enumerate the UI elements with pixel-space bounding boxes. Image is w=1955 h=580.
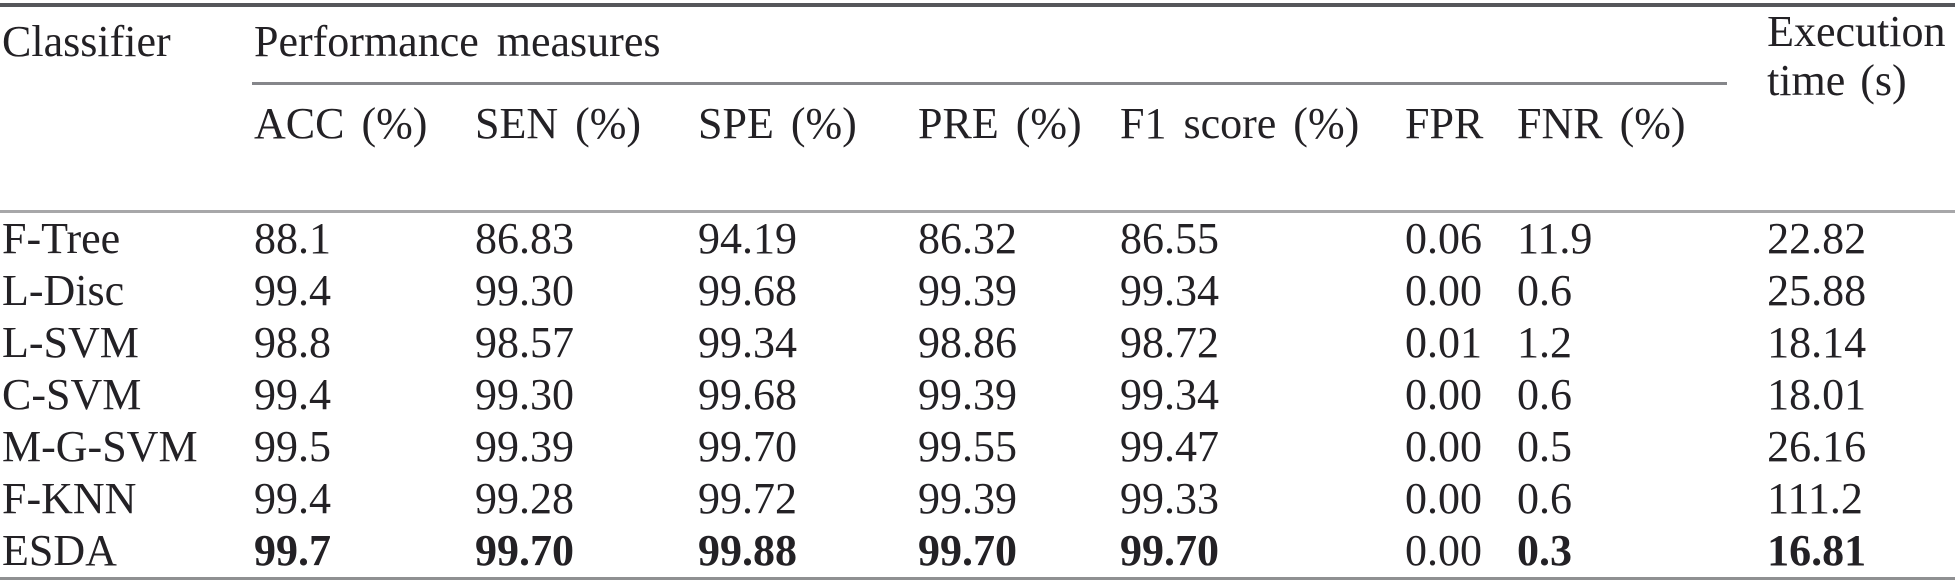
- table-cell: 0.00: [1405, 266, 1482, 315]
- table-cell: 99.4: [254, 370, 331, 419]
- column-header-fpr: FPR: [1403, 85, 1515, 213]
- column-header-fnr: FNR (%): [1515, 85, 1766, 213]
- paper-table-figure: Classifier Performance measures Executio…: [0, 3, 1955, 580]
- table-cell: 99.34: [1120, 370, 1219, 419]
- table-row-f-tree: F-Tree 88.1 86.83 94.19 86.32 86.55 0.06…: [0, 212, 1955, 266]
- table-cell: 99.5: [254, 422, 331, 471]
- table-cell: 0.00: [1405, 370, 1482, 419]
- table-cell: 99.39: [918, 266, 1017, 315]
- table-cell: 0.00: [1405, 422, 1482, 471]
- table-cell: 99.39: [918, 474, 1017, 523]
- table-cell: 16.81: [1765, 525, 1955, 580]
- table-cell: 99.28: [475, 474, 574, 523]
- table-cell: 99.30: [475, 266, 574, 315]
- column-header-f1-score: F1 score (%): [1118, 85, 1403, 213]
- table-cell: 0.6: [1517, 474, 1572, 523]
- table-cell: 99.4: [254, 474, 331, 523]
- row-label: C-SVM: [2, 370, 142, 419]
- table-cell: 86.32: [918, 214, 1017, 263]
- table-row-c-svm: C-SVM 99.4 99.30 99.68 99.39 99.34 0.00 …: [0, 369, 1955, 421]
- row-label: M-G-SVM: [2, 422, 198, 471]
- table-cell: 99.47: [1120, 422, 1219, 471]
- table-cell: 98.8: [254, 318, 331, 367]
- table-cell: 98.86: [918, 318, 1017, 367]
- table-cell: 98.72: [1120, 318, 1219, 367]
- table-cell: 0.01: [1405, 318, 1482, 367]
- table-cell: 99.68: [698, 370, 797, 419]
- table-row-m-g-svm: M-G-SVM 99.5 99.39 99.70 99.55 99.47 0.0…: [0, 421, 1955, 473]
- row-label: L-Disc: [2, 266, 125, 315]
- table-cell: 1.2: [1517, 318, 1572, 367]
- execution-header-line2: time (s): [1767, 56, 1907, 106]
- execution-header-line1: Execution: [1767, 7, 1946, 56]
- classifier-performance-table: Classifier Performance measures Executio…: [0, 3, 1955, 580]
- table-row-esda: ESDA 99.7 99.70 99.88 99.70 99.70 0.00 0…: [0, 525, 1955, 580]
- table-cell: 18.01: [1767, 370, 1867, 419]
- column-header-acc: ACC (%): [252, 85, 473, 213]
- table-row-l-disc: L-Disc 99.4 99.30 99.68 99.39 99.34 0.00…: [0, 265, 1955, 317]
- table-cell: 99.33: [1120, 474, 1219, 523]
- table-cell: 0.06: [1405, 214, 1482, 263]
- performance-measures-label: Performance measures: [254, 17, 661, 66]
- table-cell: 26.16: [1767, 422, 1867, 471]
- table-cell: 0.00: [1405, 474, 1482, 523]
- table-row-f-knn: F-KNN 99.4 99.28 99.72 99.39 99.33 0.00 …: [0, 473, 1955, 525]
- table-cell: 94.19: [698, 214, 797, 263]
- table-cell: 99.70: [698, 422, 797, 471]
- row-label: F-Tree: [2, 214, 121, 263]
- table-cell: 0.00: [1403, 525, 1515, 580]
- table-cell: 25.88: [1767, 266, 1867, 315]
- table-cell: 22.82: [1767, 214, 1867, 263]
- table-cell: 111.2: [1767, 474, 1863, 523]
- table-cell: 0.6: [1517, 370, 1572, 419]
- table-cell: 99.7: [252, 525, 473, 580]
- table-cell: 99.72: [698, 474, 797, 523]
- table-row-l-svm: L-SVM 98.8 98.57 99.34 98.86 98.72 0.01 …: [0, 317, 1955, 369]
- table-cell: 0.3: [1515, 525, 1766, 580]
- table-cell: 99.39: [475, 422, 574, 471]
- table-cell: 99.70: [473, 525, 696, 580]
- table-cell: 88.1: [254, 214, 331, 263]
- table-cell: 86.55: [1120, 214, 1219, 263]
- column-header-sen: SEN (%): [473, 85, 696, 213]
- table-cell: 99.68: [698, 266, 797, 315]
- table-cell: 18.14: [1767, 318, 1867, 367]
- column-group-header-performance-measures: Performance measures: [252, 5, 1765, 85]
- table-cell: 0.5: [1517, 422, 1572, 471]
- table-cell: 99.4: [254, 266, 331, 315]
- table-cell: 99.39: [918, 370, 1017, 419]
- table-cell: 99.88: [696, 525, 916, 580]
- column-header-classifier: Classifier: [0, 5, 252, 213]
- spanner-rule: [252, 82, 1728, 85]
- table-cell: 86.83: [475, 214, 574, 263]
- column-header-pre: PRE (%): [916, 85, 1118, 213]
- column-header-execution-time: Execution time (s): [1765, 5, 1955, 213]
- table-cell: 99.55: [918, 422, 1017, 471]
- row-label: ESDA: [0, 525, 252, 580]
- row-label: L-SVM: [2, 318, 139, 367]
- header-row-measures: ACC (%) SEN (%) SPE (%) PRE (%) F1 score…: [0, 85, 1955, 213]
- header-row-groups: Classifier Performance measures Executio…: [0, 5, 1955, 213]
- row-label: F-KNN: [2, 474, 137, 523]
- table-cell: 99.70: [1118, 525, 1403, 580]
- table-cell: 11.9: [1517, 214, 1593, 263]
- table-cell: 99.34: [698, 318, 797, 367]
- table-cell: 0.6: [1517, 266, 1572, 315]
- column-header-spe: SPE (%): [696, 85, 916, 213]
- table-cell: 99.30: [475, 370, 574, 419]
- table-cell: 99.70: [916, 525, 1118, 580]
- table-cell: 98.57: [475, 318, 574, 367]
- table-cell: 99.34: [1120, 266, 1219, 315]
